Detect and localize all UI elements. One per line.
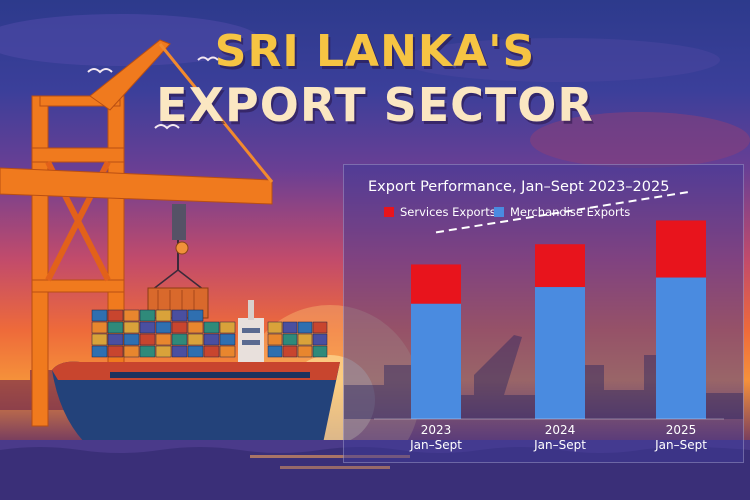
- cloud: [400, 38, 720, 82]
- ship-container: [155, 333, 172, 346]
- water-reflection: [250, 455, 410, 458]
- ship-container: [203, 345, 220, 358]
- bar-services-exports-2024: [535, 244, 585, 288]
- crane-icon: [0, 39, 274, 427]
- ship-container: [187, 309, 204, 322]
- ship-container: [107, 333, 124, 346]
- ship-container: [219, 345, 236, 358]
- ship-container: [155, 309, 172, 322]
- ship-container: [139, 333, 156, 346]
- ship-container: [203, 333, 220, 346]
- ship-container: [91, 309, 108, 322]
- stacked-bar-chart: [344, 190, 743, 420]
- ship-container: [107, 345, 124, 358]
- legend-services: Services Exports: [384, 205, 496, 219]
- ship-container: [187, 333, 204, 346]
- hoisted-container: [147, 204, 209, 319]
- x-tick-year: 2025: [665, 423, 697, 437]
- ship-container: [187, 345, 204, 358]
- water-reflection: [280, 466, 390, 469]
- x-tick-label: 2025 Jan–Sept: [636, 423, 726, 453]
- ship-container: [297, 345, 313, 358]
- x-tick-label: 2023 Jan–Sept: [391, 423, 481, 453]
- page-title: SRI LANKA'S: [214, 26, 536, 77]
- bar-merchandise-exports-2023: [411, 303, 461, 419]
- x-tick-year: 2024: [544, 423, 576, 437]
- x-tick-period: Jan–Sept: [655, 438, 707, 452]
- page-subtitle: EXPORT SECTOR: [156, 78, 594, 132]
- ship-container: [155, 321, 172, 334]
- x-tick-label: 2024 Jan–Sept: [515, 423, 605, 453]
- ship-container: [139, 321, 156, 334]
- cloud: [0, 14, 260, 66]
- trend-line: [435, 190, 690, 234]
- ship-container: [312, 333, 328, 346]
- legend-swatch-services: [384, 207, 394, 217]
- ship-container: [297, 333, 313, 346]
- ship-container: [123, 333, 140, 346]
- cloud: [530, 112, 750, 168]
- ship-container: [91, 333, 108, 346]
- ship-container: [219, 321, 236, 334]
- chart-title: Export Performance, Jan–Sept 2023–2025: [368, 179, 670, 195]
- ship-container: [282, 321, 298, 334]
- ship-container: [91, 321, 108, 334]
- legend-merchandise: Merchandise Exports: [494, 205, 630, 219]
- x-tick-year: 2023: [420, 423, 452, 437]
- bird-icon: [154, 124, 180, 130]
- ship-container: [219, 333, 236, 346]
- ship-container: [171, 333, 188, 346]
- ship-container: [267, 333, 283, 346]
- ship-container: [123, 321, 140, 334]
- ship-container: [139, 309, 156, 322]
- ship-container: [171, 309, 188, 322]
- ship-container: [123, 345, 140, 358]
- legend-label-merchandise: Merchandise Exports: [510, 205, 631, 219]
- ship-container: [267, 345, 283, 358]
- ship-container: [282, 333, 298, 346]
- ship-container: [155, 345, 172, 358]
- bar-services-exports-2023: [411, 264, 461, 304]
- ship-container: [203, 321, 220, 334]
- ship-container: [297, 321, 313, 334]
- ship-container: [107, 321, 124, 334]
- ship-container: [139, 345, 156, 358]
- ship-container: [107, 309, 124, 322]
- chart-panel: Export Performance, Jan–Sept 2023–2025 S…: [343, 164, 744, 463]
- ship-container: [171, 321, 188, 334]
- bird-icon: [197, 56, 219, 62]
- cargo-ship-icon: [52, 300, 340, 448]
- bird-icon: [87, 68, 113, 74]
- ship-container: [282, 345, 298, 358]
- x-tick-period: Jan–Sept: [410, 438, 462, 452]
- ship-container: [267, 321, 283, 334]
- legend-swatch-merchandise: [494, 207, 504, 217]
- bar-merchandise-exports-2024: [535, 287, 585, 419]
- ship-container: [91, 345, 108, 358]
- ship-container: [187, 321, 204, 334]
- x-tick-period: Jan–Sept: [534, 438, 586, 452]
- ship-container: [123, 309, 140, 322]
- ship-container: [171, 345, 188, 358]
- legend-label-services: Services Exports: [400, 205, 496, 219]
- bar-merchandise-exports-2025: [656, 277, 706, 419]
- bar-services-exports-2025: [656, 220, 706, 278]
- ship-container: [312, 321, 328, 334]
- ship-container: [312, 345, 328, 358]
